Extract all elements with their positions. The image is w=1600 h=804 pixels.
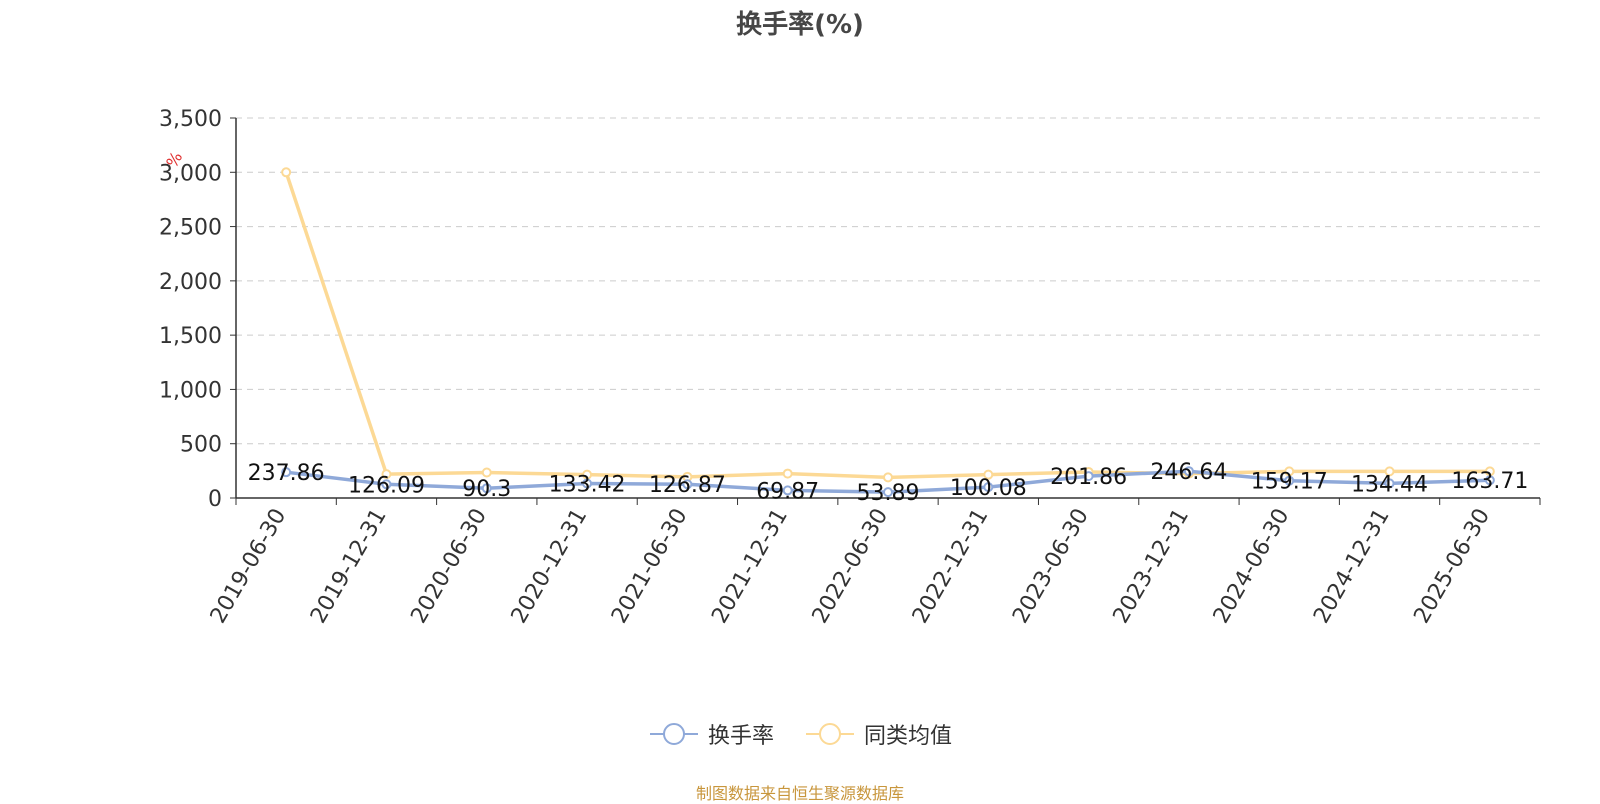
data-point <box>1484 475 1495 486</box>
data-point <box>481 467 492 478</box>
data-label: 100.08 <box>950 476 1027 501</box>
y-tick-label: 3,000 <box>159 161 222 186</box>
x-tick-label: 2022-06-30 <box>808 505 894 628</box>
data-point <box>1284 466 1295 477</box>
legend-marker-icon <box>806 723 854 745</box>
data-label: 126.09 <box>348 473 425 498</box>
y-tick-label: 500 <box>180 433 222 458</box>
x-tick-label: 2022-12-31 <box>908 504 994 627</box>
data-label: 133.42 <box>549 473 626 498</box>
x-tick-label: 2020-06-30 <box>406 505 492 628</box>
data-point <box>1083 471 1094 482</box>
y-tick-label: 1,500 <box>159 324 222 349</box>
source-note: 制图数据来自恒生聚源数据库 <box>695 784 904 803</box>
data-point <box>1183 466 1194 477</box>
data-point <box>782 485 793 496</box>
legend-label-peer-average: 同类均值 <box>864 724 953 749</box>
data-point <box>481 483 492 494</box>
legend-item-turnover[interactable]: 换手率 <box>648 718 774 750</box>
x-tick-label: 2021-12-31 <box>707 505 793 628</box>
x-tick-label: 2023-12-31 <box>1109 505 1195 628</box>
x-tick-label: 2023-06-30 <box>1008 505 1094 628</box>
data-point <box>782 468 793 479</box>
series-line <box>284 171 1490 480</box>
x-tick-label: 2019-12-31 <box>306 505 392 628</box>
data-point <box>883 487 893 498</box>
x-tick-label: 2024-12-31 <box>1309 505 1395 628</box>
data-label: 53.89 <box>857 481 920 506</box>
x-tick-label: 2025-06-30 <box>1409 505 1495 628</box>
data-label: 201.86 <box>1050 465 1127 490</box>
data-point <box>281 167 292 178</box>
data-label: 134.44 <box>1351 472 1428 497</box>
data-point <box>983 469 994 480</box>
data-label: 246.64 <box>1150 460 1227 485</box>
chart-title: 换手率(%) <box>736 10 864 40</box>
y-tick-label: 3,500 <box>159 107 222 132</box>
legend-marker-icon <box>649 723 698 745</box>
x-tick-label: 2019-06-30 <box>206 505 292 628</box>
data-label: 69.87 <box>756 479 819 504</box>
data-point <box>281 467 292 478</box>
data-point <box>1384 478 1395 489</box>
data-label: 237.86 <box>248 461 325 486</box>
data-point <box>582 478 593 489</box>
data-label: 159.17 <box>1251 470 1328 495</box>
y-tick-label: 1,000 <box>159 378 222 403</box>
data-point <box>1284 475 1295 486</box>
data-point <box>682 479 693 490</box>
data-label: 90.3 <box>462 477 511 502</box>
x-tick-label: 2024-06-30 <box>1209 505 1295 628</box>
data-point <box>1384 466 1395 477</box>
x-tick-label: 2020-12-31 <box>507 505 593 628</box>
data-label: 126.87 <box>649 473 726 498</box>
legend[interactable]: 换手率 同类均值 <box>0 718 1600 750</box>
legend-label-turnover: 换手率 <box>707 724 774 749</box>
y-tick-label: 2,000 <box>159 270 222 295</box>
data-label: 163.71 <box>1451 469 1528 494</box>
data-point <box>883 472 893 483</box>
y-tick-label: 0 <box>208 487 222 512</box>
legend-item-peer-average[interactable]: 同类均值 <box>804 718 952 750</box>
x-tick-label: 2021-06-30 <box>607 505 693 628</box>
data-point <box>983 482 994 493</box>
data-point <box>381 469 392 480</box>
y-tick-label: 2,500 <box>159 216 222 241</box>
data-point <box>381 479 392 490</box>
